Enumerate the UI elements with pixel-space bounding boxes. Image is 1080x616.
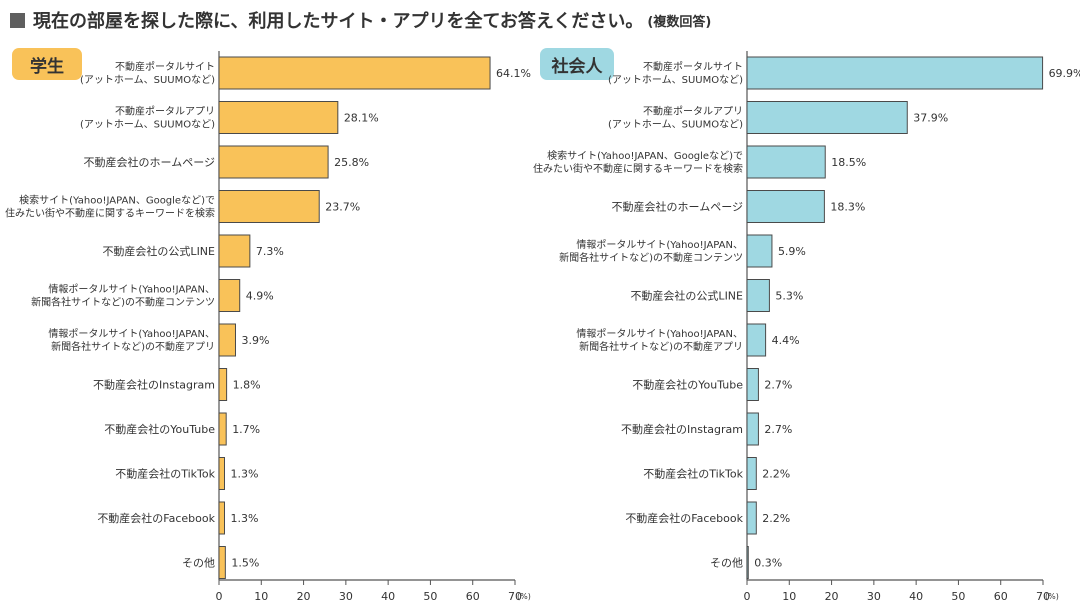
student-bar bbox=[218, 457, 225, 490]
student-category-label: 不動産会社のYouTube bbox=[104, 422, 215, 436]
student-value-label: 3.9% bbox=[241, 334, 269, 347]
worker-bar bbox=[746, 412, 759, 446]
worker-bar bbox=[746, 368, 759, 401]
worker-category-label: 不動産ポータルアプリ(アットホーム、SUUMOなど) bbox=[608, 105, 743, 131]
worker-category-label: 不動産会社の公式LINE bbox=[630, 289, 743, 303]
student-value-label: 25.8% bbox=[334, 156, 369, 169]
worker-category-label: 検索サイト(Yahoo!JAPAN、Googleなど)で住みたい街や不動産に関す… bbox=[533, 149, 743, 175]
worker-category-label: その他 bbox=[710, 557, 743, 570]
student-value-label: 1.3% bbox=[230, 512, 258, 525]
chart-title: 現在の部屋を探した際に、利用したサイト・アプリを全てお答えください。 bbox=[33, 11, 644, 32]
student-category-label: 不動産ポータルアプリ(アットホーム、SUUMOなど) bbox=[80, 105, 215, 131]
student-x-tick-label: 40 bbox=[381, 590, 395, 603]
worker-value-label: 5.3% bbox=[775, 290, 803, 303]
worker-value-label: 5.9% bbox=[778, 245, 806, 258]
worker-category-label: 不動産会社のFacebook bbox=[625, 511, 743, 525]
student-bar bbox=[218, 501, 225, 535]
student-category-label: 不動産ポータルサイト(アットホーム、SUUMOなど) bbox=[80, 60, 215, 86]
student-bar bbox=[218, 412, 227, 446]
student-category-label: 不動産会社のTikTok bbox=[115, 467, 215, 481]
student-value-label: 4.9% bbox=[246, 290, 274, 303]
student-bar bbox=[218, 234, 251, 268]
student-category-label: その他 bbox=[182, 557, 215, 570]
worker-badge: 社会人 bbox=[540, 48, 614, 80]
worker-bar bbox=[746, 56, 1044, 90]
student-bar bbox=[218, 145, 329, 179]
worker-bar bbox=[746, 457, 757, 490]
worker-bar bbox=[746, 234, 773, 268]
student-bar bbox=[218, 190, 320, 223]
student-x-tick-label: 20 bbox=[297, 590, 311, 603]
worker-bar bbox=[746, 145, 826, 179]
student-unit-label: (%) bbox=[517, 592, 531, 601]
worker-category-label: 情報ポータルサイト(Yahoo!JAPAN、新聞各社サイトなど)の不動産コンテン… bbox=[559, 238, 743, 264]
student-bar bbox=[218, 279, 241, 312]
student-category-label: 不動産会社の公式LINE bbox=[102, 244, 215, 258]
worker-bar bbox=[746, 279, 770, 312]
student-value-label: 1.5% bbox=[231, 557, 259, 570]
worker-value-label: 37.9% bbox=[913, 112, 948, 125]
student-badge: 学生 bbox=[12, 48, 82, 80]
student-category-label: 情報ポータルサイト(Yahoo!JAPAN、新聞各社サイトなど)の不動産コンテン… bbox=[31, 283, 215, 309]
student-x-tick-label: 60 bbox=[466, 590, 480, 603]
student-x-tick-label: 0 bbox=[216, 590, 223, 603]
student-value-label: 64.1% bbox=[496, 67, 531, 80]
worker-bar bbox=[746, 190, 825, 223]
worker-category-label: 不動産会社のYouTube bbox=[632, 378, 743, 392]
student-bar bbox=[218, 368, 228, 401]
worker-value-label: 18.5% bbox=[831, 156, 866, 169]
worker-category-label: 不動産会社のInstagram bbox=[621, 422, 743, 436]
student-bar bbox=[218, 546, 226, 579]
worker-x-tick-label: 50 bbox=[951, 590, 965, 603]
worker-value-label: 2.2% bbox=[762, 512, 790, 525]
worker-bar bbox=[746, 501, 757, 535]
worker-category-label: 不動産会社のホームページ bbox=[612, 200, 743, 214]
worker-value-label: 2.2% bbox=[762, 468, 790, 481]
worker-bar bbox=[746, 323, 767, 357]
worker-bar bbox=[746, 546, 749, 579]
worker-x-tick-label: 70 bbox=[1036, 590, 1050, 603]
chart-title-row: 現在の部屋を探した際に、利用したサイト・アプリを全てお答えください。 (複数回答… bbox=[10, 5, 711, 35]
worker-unit-label: (%) bbox=[1045, 592, 1059, 601]
student-value-label: 1.7% bbox=[232, 423, 260, 436]
student-x-tick-label: 50 bbox=[423, 590, 437, 603]
chart-title-note: (複数回答) bbox=[647, 14, 712, 30]
worker-x-tick-label: 10 bbox=[782, 590, 796, 603]
worker-chart: 0 10 20 30 40 50 60 70(%) 69.9% 不動産ポータルサイト(アットホーム… bbox=[533, 51, 1080, 603]
student-x-tick-label: 70 bbox=[508, 590, 522, 603]
student-value-label: 7.3% bbox=[256, 245, 284, 258]
student-bar bbox=[218, 323, 236, 357]
title-square-icon bbox=[10, 12, 25, 28]
worker-x-tick-label: 30 bbox=[867, 590, 881, 603]
worker-bar bbox=[746, 101, 908, 134]
student-value-label: 1.8% bbox=[233, 379, 261, 392]
worker-value-label: 18.3% bbox=[830, 201, 865, 214]
student-value-label: 28.1% bbox=[344, 112, 379, 125]
worker-x-tick-label: 40 bbox=[909, 590, 923, 603]
worker-x-tick-label: 60 bbox=[994, 590, 1008, 603]
student-category-label: 不動産会社のFacebook bbox=[97, 511, 215, 525]
worker-value-label: 4.4% bbox=[772, 334, 800, 347]
student-category-label: 不動産会社のInstagram bbox=[93, 378, 215, 392]
worker-category-label: 情報ポータルサイト(Yahoo!JAPAN、新聞各社サイトなど)の不動産アプリ bbox=[576, 327, 743, 353]
student-chart: 0 10 20 30 40 50 60 70(%) 64.1% 不動産ポータルサイト(アットホーム… bbox=[5, 51, 531, 603]
worker-category-label: 不動産会社のTikTok bbox=[643, 467, 743, 481]
student-bar bbox=[218, 56, 491, 90]
student-x-tick-label: 10 bbox=[254, 590, 268, 603]
worker-value-label: 0.3% bbox=[754, 557, 782, 570]
student-category-label: 不動産会社のホームページ bbox=[84, 155, 215, 169]
worker-x-tick-label: 20 bbox=[825, 590, 839, 603]
worker-value-label: 69.9% bbox=[1049, 67, 1080, 80]
worker-x-tick-label: 0 bbox=[744, 590, 751, 603]
worker-category-label: 不動産ポータルサイト(アットホーム、SUUMOなど) bbox=[608, 60, 743, 86]
student-value-label: 1.3% bbox=[230, 468, 258, 481]
student-category-label: 検索サイト(Yahoo!JAPAN、Googleなど)で住みたい街や不動産に関す… bbox=[5, 194, 215, 220]
student-bar bbox=[218, 101, 339, 134]
student-category-label: 情報ポータルサイト(Yahoo!JAPAN、新聞各社サイトなど)の不動産アプリ bbox=[48, 327, 215, 353]
student-value-label: 23.7% bbox=[325, 201, 360, 214]
worker-value-label: 2.7% bbox=[764, 423, 792, 436]
student-x-tick-label: 30 bbox=[339, 590, 353, 603]
worker-value-label: 2.7% bbox=[764, 379, 792, 392]
